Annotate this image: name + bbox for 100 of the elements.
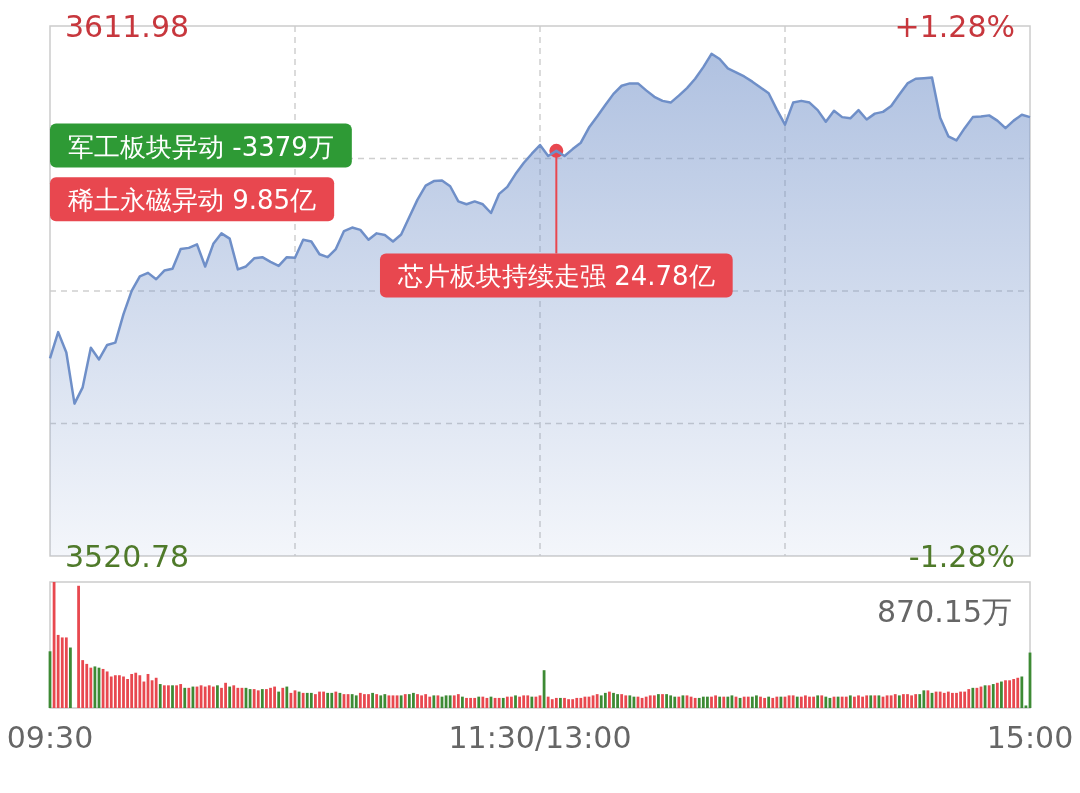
bar	[767, 696, 771, 708]
bar	[955, 692, 958, 708]
bar	[64, 637, 68, 708]
bar	[897, 695, 901, 708]
bar	[371, 692, 374, 708]
bar	[285, 686, 289, 708]
y-tick-label: 3520.78	[65, 538, 190, 574]
bar	[412, 692, 415, 708]
bar	[644, 696, 648, 708]
bar	[616, 694, 619, 708]
bar	[714, 695, 717, 708]
bar	[595, 694, 599, 708]
bar	[236, 687, 240, 708]
bar	[273, 686, 276, 708]
bar	[326, 692, 330, 708]
bar	[138, 675, 142, 708]
bar	[56, 634, 60, 708]
bar	[514, 695, 517, 708]
bar	[224, 682, 227, 708]
bar	[526, 695, 530, 708]
bar	[134, 672, 138, 708]
bar	[510, 696, 513, 708]
bar	[403, 694, 407, 708]
bar	[763, 697, 766, 708]
bar	[314, 694, 317, 708]
bar	[203, 686, 207, 708]
bar	[432, 695, 436, 708]
bar	[452, 695, 456, 708]
bar	[995, 682, 999, 708]
bar	[857, 695, 860, 708]
bar	[211, 686, 215, 708]
bar	[481, 696, 485, 708]
bar	[893, 694, 897, 708]
bar	[277, 691, 281, 708]
bar	[358, 692, 362, 708]
bar	[620, 694, 624, 708]
bar	[914, 694, 918, 708]
bar	[477, 696, 481, 708]
bar	[158, 684, 162, 708]
bar	[922, 690, 926, 708]
bar	[599, 695, 603, 708]
bar	[77, 585, 80, 708]
bar	[1008, 680, 1011, 708]
bar	[265, 689, 268, 708]
bar	[207, 685, 211, 708]
bar	[951, 692, 954, 708]
bar	[367, 694, 370, 708]
bar	[424, 694, 428, 708]
bar	[873, 695, 877, 708]
bar	[571, 699, 575, 708]
bar	[505, 696, 509, 708]
bar	[183, 687, 187, 708]
bar	[416, 694, 419, 708]
bar	[808, 696, 811, 708]
bar	[420, 695, 423, 708]
bar	[1000, 681, 1003, 708]
bar	[305, 692, 309, 708]
bar	[69, 647, 72, 708]
bar	[350, 694, 354, 708]
bar	[456, 694, 460, 708]
bar	[322, 691, 325, 708]
bar	[889, 695, 893, 708]
bar	[216, 685, 219, 708]
bar	[1012, 679, 1016, 708]
bar	[742, 696, 746, 708]
bar	[256, 690, 260, 708]
bar	[567, 699, 570, 708]
y2-tick-label: -1.28%	[908, 538, 1015, 574]
bar	[963, 691, 967, 708]
bar	[354, 695, 358, 708]
bar	[1020, 676, 1024, 708]
bar	[603, 692, 607, 708]
y-tick-label: 3611.98	[65, 8, 190, 44]
bar	[554, 697, 558, 708]
bar	[113, 675, 117, 708]
bar	[448, 695, 452, 708]
bar	[522, 695, 526, 708]
bar	[612, 692, 615, 708]
bar	[575, 697, 579, 708]
bar	[281, 687, 285, 708]
bar	[938, 691, 942, 708]
bar	[848, 695, 852, 708]
bar	[906, 694, 909, 708]
bar	[697, 697, 701, 708]
bar	[179, 684, 183, 708]
y2-tick-label: +1.28%	[894, 8, 1015, 44]
bar	[473, 697, 477, 708]
bar	[232, 685, 236, 708]
bar	[657, 694, 660, 708]
bar	[987, 685, 991, 708]
bar	[1004, 680, 1007, 708]
bar	[710, 696, 713, 708]
bar	[701, 696, 705, 708]
bar	[795, 696, 799, 708]
bar	[363, 694, 366, 708]
bar	[759, 696, 762, 708]
bar	[669, 695, 673, 708]
bar	[665, 694, 668, 708]
bar	[608, 691, 611, 708]
bar	[853, 696, 856, 708]
